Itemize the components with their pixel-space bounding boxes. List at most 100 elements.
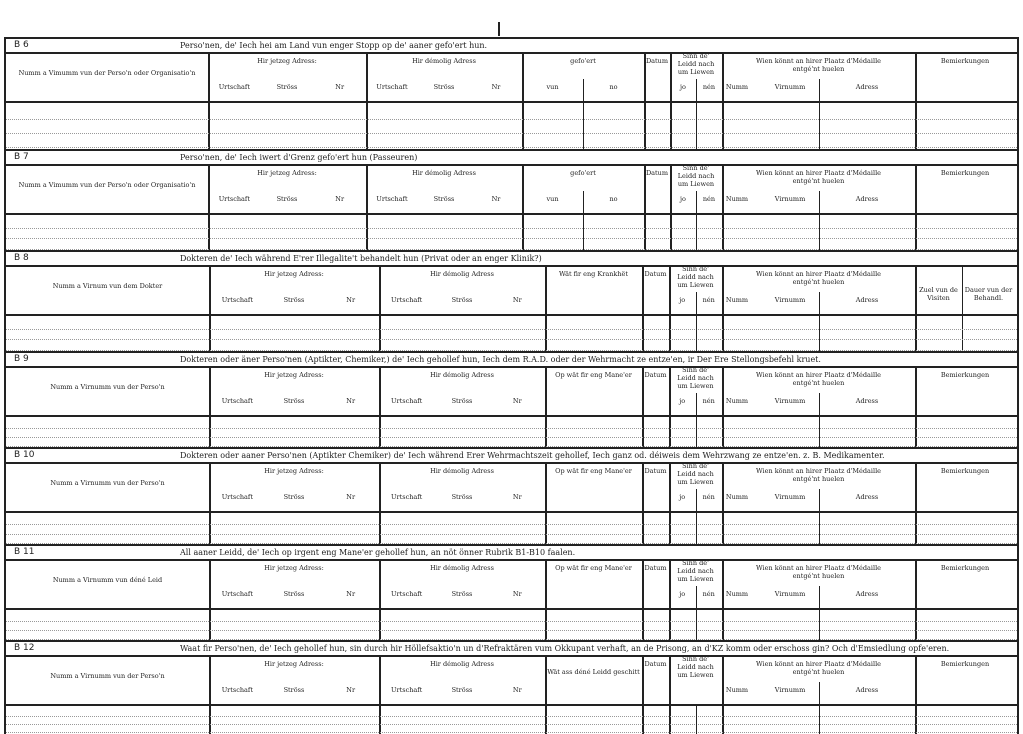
jo-header: jo (679, 397, 686, 405)
entry-line (6, 621, 1017, 623)
stross-header: Ströss (283, 397, 305, 405)
column-divider (819, 191, 820, 252)
numm-header: Numm (725, 296, 749, 304)
section-title: All aaner Leidd, de' Iech op irgent eng … (180, 548, 576, 557)
fold-mark (498, 22, 500, 36)
column-divider (366, 52, 368, 151)
entry-line (6, 543, 1017, 545)
name-column-header: Numm a Vimumm vun der Perso'n oder Organ… (18, 181, 196, 189)
entry-line (6, 630, 1017, 632)
stross-header: Ströss (451, 493, 473, 501)
nr-header: Nr (335, 195, 345, 203)
adress-header: Adress (855, 493, 879, 501)
column-divider (209, 559, 211, 642)
adress-header: Adress (855, 195, 879, 203)
jo-header: jo (679, 493, 686, 501)
entry-line (6, 146, 1017, 148)
datum-header: Datum (644, 371, 667, 379)
entry-line (6, 715, 1017, 717)
dauer-header: Dauer vun der Behandl. (964, 286, 1013, 302)
section-title: Dokteren oder äner Perso'nen (Aptikter, … (180, 355, 821, 364)
section-code: B 12 (14, 643, 35, 653)
nen-header: nén (702, 296, 715, 304)
vun-header: vun (546, 83, 559, 91)
section-title: Perso'nen, de' Iech iwert d'Grenz gefo'e… (180, 153, 418, 162)
medal-recipient-header: Wien könnt an hirer Plaatz d'Médaille en… (755, 371, 882, 387)
entry-line (6, 339, 1017, 341)
gefoert-header: gefo'ert (570, 57, 596, 65)
numm-header: Numm (725, 83, 749, 91)
adress-header: Adress (855, 686, 879, 694)
section-title-bar: B 8 Dokteren de' Iech während E'rer Illeg… (6, 252, 1017, 267)
column-3-header: Op wät fir eng Mane'er (555, 371, 632, 379)
name-column-header: Numm a Virnum vun dem Dokter (52, 282, 163, 290)
column-divider (669, 366, 671, 449)
column-divider (522, 52, 524, 151)
section-b7: B 7 Perso'nen, de' Iech iwert d'Grenz gef… (4, 149, 1019, 252)
nr-header: Nr (335, 83, 345, 91)
virnumm-header: Virnumm (774, 83, 806, 91)
zuel-visiten-header: Zuel vun de Visiten (919, 286, 958, 302)
alive-header: Sinn de' Leidd nach um Liewen (677, 265, 714, 289)
section-b12: B 12 Waat fir Perso'nen, de' Iech geholle… (4, 640, 1019, 734)
nr-header: Nr (346, 397, 356, 405)
entry-line (6, 227, 1017, 229)
datum-header: Datum (644, 564, 667, 572)
jetzeg-address-header: Hir jetzeg Adress: (264, 564, 324, 572)
stross-header: Ströss (451, 397, 473, 405)
nr-header: Nr (346, 296, 356, 304)
column-divider (669, 265, 671, 353)
nr-header: Nr (512, 686, 522, 694)
section-title-bar: B 12 Waat fir Perso'nen, de' Iech geholle… (6, 642, 1017, 657)
column-divider (670, 52, 672, 151)
urtschaft-header: Urtschaft (376, 195, 408, 203)
section-code: B 9 (14, 354, 29, 364)
column-divider (962, 265, 963, 353)
alive-header: Sinn de' Leidd nach um Liewen (677, 164, 715, 188)
section-b11: B 11 All aaner Leidd, de' Iech op irgent … (4, 544, 1019, 642)
stross-header: Ströss (283, 493, 305, 501)
gefoert-header: gefo'ert (570, 169, 596, 177)
demolig-address-header: Hir démolig Adress (412, 57, 476, 65)
virnumm-header: Virnumm (774, 296, 806, 304)
datum-header: Datum (644, 467, 667, 475)
urtschaft-header: Urtschaft (376, 83, 408, 91)
stross-header: Ströss (283, 296, 305, 304)
column-divider (379, 559, 381, 642)
medal-recipient-header: Wien könnt an hirer Plaatz d'Médaille en… (755, 57, 882, 73)
column-divider (545, 462, 547, 546)
datum-header: Datum (645, 57, 669, 65)
name-column-header: Numm a Virnumm vun déné Leid (52, 576, 163, 584)
header-divider (6, 101, 1017, 103)
column-divider (644, 52, 646, 151)
jetzeg-address-header: Hir jetzeg Adress: (264, 467, 324, 475)
jetzeg-address-header: Hir jetzeg Adress: (264, 270, 324, 278)
column-divider (642, 462, 644, 546)
entry-line (6, 328, 1017, 330)
nr-header: Nr (512, 590, 522, 598)
header-divider (6, 415, 1017, 417)
urtschaft-header: Urtschaft (221, 397, 253, 405)
column-divider (722, 366, 724, 449)
entry-line (6, 533, 1017, 535)
stross-header: Ströss (283, 686, 305, 694)
jetzeg-address-header: Hir jetzeg Adress: (257, 169, 317, 177)
virnumm-header: Virnumm (774, 686, 806, 694)
column-divider (642, 655, 644, 734)
bemerkungen-header: Bemierkungen (940, 467, 990, 475)
urtschaft-header: Urtschaft (221, 590, 253, 598)
no-header: no (609, 195, 618, 203)
entry-line (6, 524, 1017, 526)
section-title-bar: B 6 Perso'nen, de' Iech hei am Land vun e… (6, 39, 1017, 54)
entry-line (6, 731, 1017, 733)
entry-line (6, 437, 1017, 439)
stross-header: Ströss (433, 83, 455, 91)
urtschaft-header: Urtschaft (221, 686, 253, 694)
column-divider (695, 704, 697, 734)
urtschaft-header: Urtschaft (391, 397, 423, 405)
jo-header: jo (679, 590, 686, 598)
column-divider (208, 52, 210, 151)
nr-header: Nr (346, 493, 356, 501)
jetzeg-address-header: Hir jetzeg Adress: (264, 660, 324, 668)
adress-header: Adress (855, 590, 879, 598)
